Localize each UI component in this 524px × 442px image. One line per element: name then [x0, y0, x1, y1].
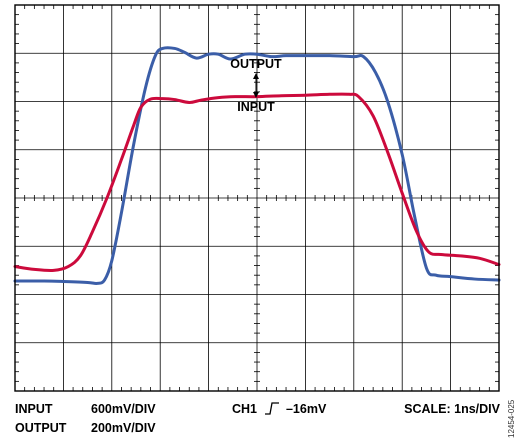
- traces: [13, 46, 501, 285]
- rising-edge-trigger-icon: [264, 402, 279, 415]
- input-scale-label: 600mV/DIV: [91, 402, 156, 416]
- plot-border: [14, 4, 500, 392]
- input-annotation: INPUT: [237, 100, 275, 114]
- output-trace: [13, 46, 501, 285]
- trigger-level: –16mV: [285, 402, 327, 416]
- annotations: OUTPUT INPUT: [230, 57, 282, 114]
- figure-id: 12454-025: [507, 399, 516, 438]
- time-scale-label: SCALE: 1ns/DIV: [404, 402, 500, 416]
- trigger-readout: CH1 –16mV: [232, 402, 326, 416]
- double-arrow-icon: [253, 73, 259, 98]
- input-channel-label: INPUT: [15, 402, 53, 416]
- output-annotation: OUTPUT: [230, 57, 282, 71]
- trigger-channel: CH1: [232, 402, 258, 416]
- grid-lines: [15, 5, 499, 391]
- output-channel-label: OUTPUT: [15, 421, 67, 435]
- output-scale-label: 200mV/DIV: [91, 421, 156, 435]
- input-trace: [13, 92, 501, 273]
